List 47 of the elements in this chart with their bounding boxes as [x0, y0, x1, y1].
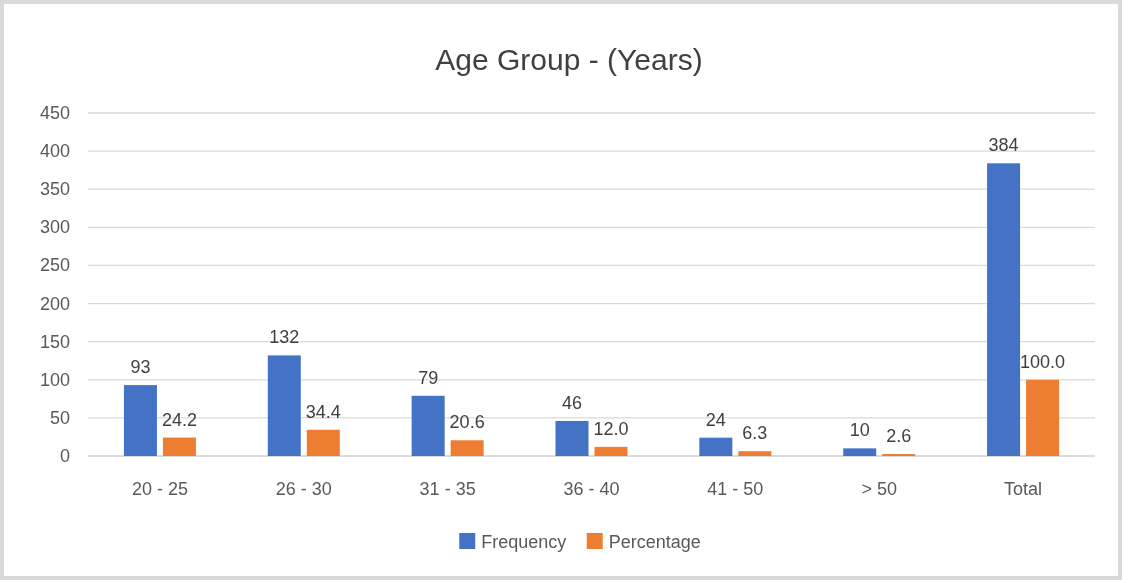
data-label: 20.6	[449, 412, 485, 433]
y-tick-label: 300	[39, 217, 70, 238]
x-tick-label: 20 - 25	[131, 479, 188, 499]
y-tick-label: 450	[39, 103, 70, 123]
bar	[411, 395, 445, 456]
bar	[555, 420, 589, 456]
x-tick-label: > 50	[861, 479, 897, 499]
data-label: 24	[705, 409, 726, 430]
x-tick-label: 31 - 35	[419, 479, 476, 499]
y-tick-label: 250	[39, 255, 70, 276]
data-label: 384	[988, 135, 1019, 156]
y-tick-label: 100	[39, 369, 70, 390]
y-tick-label: 200	[39, 293, 70, 314]
y-tick-label: 350	[39, 179, 70, 200]
data-label: 79	[418, 367, 439, 388]
bar	[162, 437, 196, 456]
bar	[1026, 379, 1060, 456]
bar	[306, 429, 340, 456]
data-label: 24.2	[161, 409, 197, 430]
bar	[123, 385, 157, 456]
data-label: 6.3	[742, 423, 768, 444]
data-label: 10	[849, 420, 870, 441]
y-tick-label: 50	[49, 407, 70, 428]
y-tick-label: 0	[59, 446, 70, 466]
data-label: 46	[561, 392, 583, 413]
data-label: 12.0	[593, 418, 629, 439]
data-label: 34.4	[305, 401, 341, 422]
data-label: 93	[130, 357, 151, 378]
bar	[450, 440, 484, 456]
x-tick-label: Total	[1004, 479, 1043, 499]
bar	[267, 355, 301, 456]
bar	[699, 437, 733, 456]
legend-label: Frequency	[481, 532, 567, 552]
x-tick-label: 36 - 40	[563, 479, 620, 499]
data-label: 100.0	[1020, 351, 1066, 372]
chart-title: Age Group - (Years)	[435, 43, 703, 76]
y-tick-label: 150	[39, 331, 70, 352]
bar	[843, 448, 877, 456]
x-tick-label: 26 - 30	[275, 479, 332, 499]
legend-label: Percentage	[608, 532, 701, 552]
data-label: 132	[269, 327, 300, 348]
y-tick-label: 400	[39, 141, 70, 162]
x-tick-label: 41 - 50	[707, 479, 764, 499]
data-label: 2.6	[886, 426, 912, 447]
bar	[987, 163, 1021, 456]
bar	[594, 446, 628, 456]
bar	[738, 451, 772, 456]
